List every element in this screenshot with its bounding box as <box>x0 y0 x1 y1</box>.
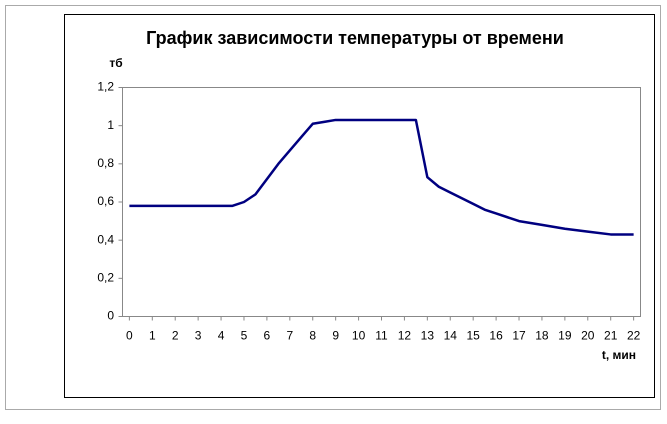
plot-area <box>122 87 641 317</box>
outer-frame <box>5 5 661 410</box>
x-tick-label: 3 <box>195 329 202 343</box>
chart-title: График зависимости температуры от времен… <box>146 28 564 48</box>
x-tick-label: 5 <box>241 329 248 343</box>
x-tick-label: 12 <box>398 329 412 343</box>
x-tick-label: 10 <box>352 329 366 343</box>
x-tick-label: 18 <box>535 329 549 343</box>
x-tick-label: 2 <box>172 329 179 343</box>
x-tick-label: 9 <box>332 329 339 343</box>
x-tick-label: 16 <box>489 329 503 343</box>
x-tick-label: 21 <box>604 329 618 343</box>
x-tick-label: 11 <box>375 329 388 343</box>
x-tick-label: 7 <box>286 329 293 343</box>
y-tick-label: 0 <box>107 309 114 323</box>
x-tick-label: 17 <box>512 329 526 343</box>
y-axis-label: тб <box>109 56 122 70</box>
y-tick-label: 0,2 <box>97 271 114 285</box>
y-tick-label: 0,8 <box>97 156 114 170</box>
x-tick-label: 8 <box>309 329 316 343</box>
x-tick-label: 1 <box>149 329 156 343</box>
x-tick-label: 0 <box>126 329 133 343</box>
x-axis-label: t, мин <box>602 348 636 362</box>
x-tick-label: 15 <box>467 329 481 343</box>
y-tick-label: 0,4 <box>97 232 114 246</box>
x-tick-label: 14 <box>444 329 458 343</box>
x-tick-label: 4 <box>218 329 225 343</box>
x-tick-label: 20 <box>581 329 595 343</box>
x-tick-label: 22 <box>627 329 641 343</box>
y-tick-label: 1 <box>107 118 114 132</box>
x-tick-label: 13 <box>421 329 435 343</box>
data-line <box>129 118 634 236</box>
y-tick-label: 0,6 <box>97 194 114 208</box>
x-tick-label: 6 <box>264 329 271 343</box>
y-tick-label: 1,2 <box>97 80 114 94</box>
x-tick-label: 19 <box>558 329 572 343</box>
